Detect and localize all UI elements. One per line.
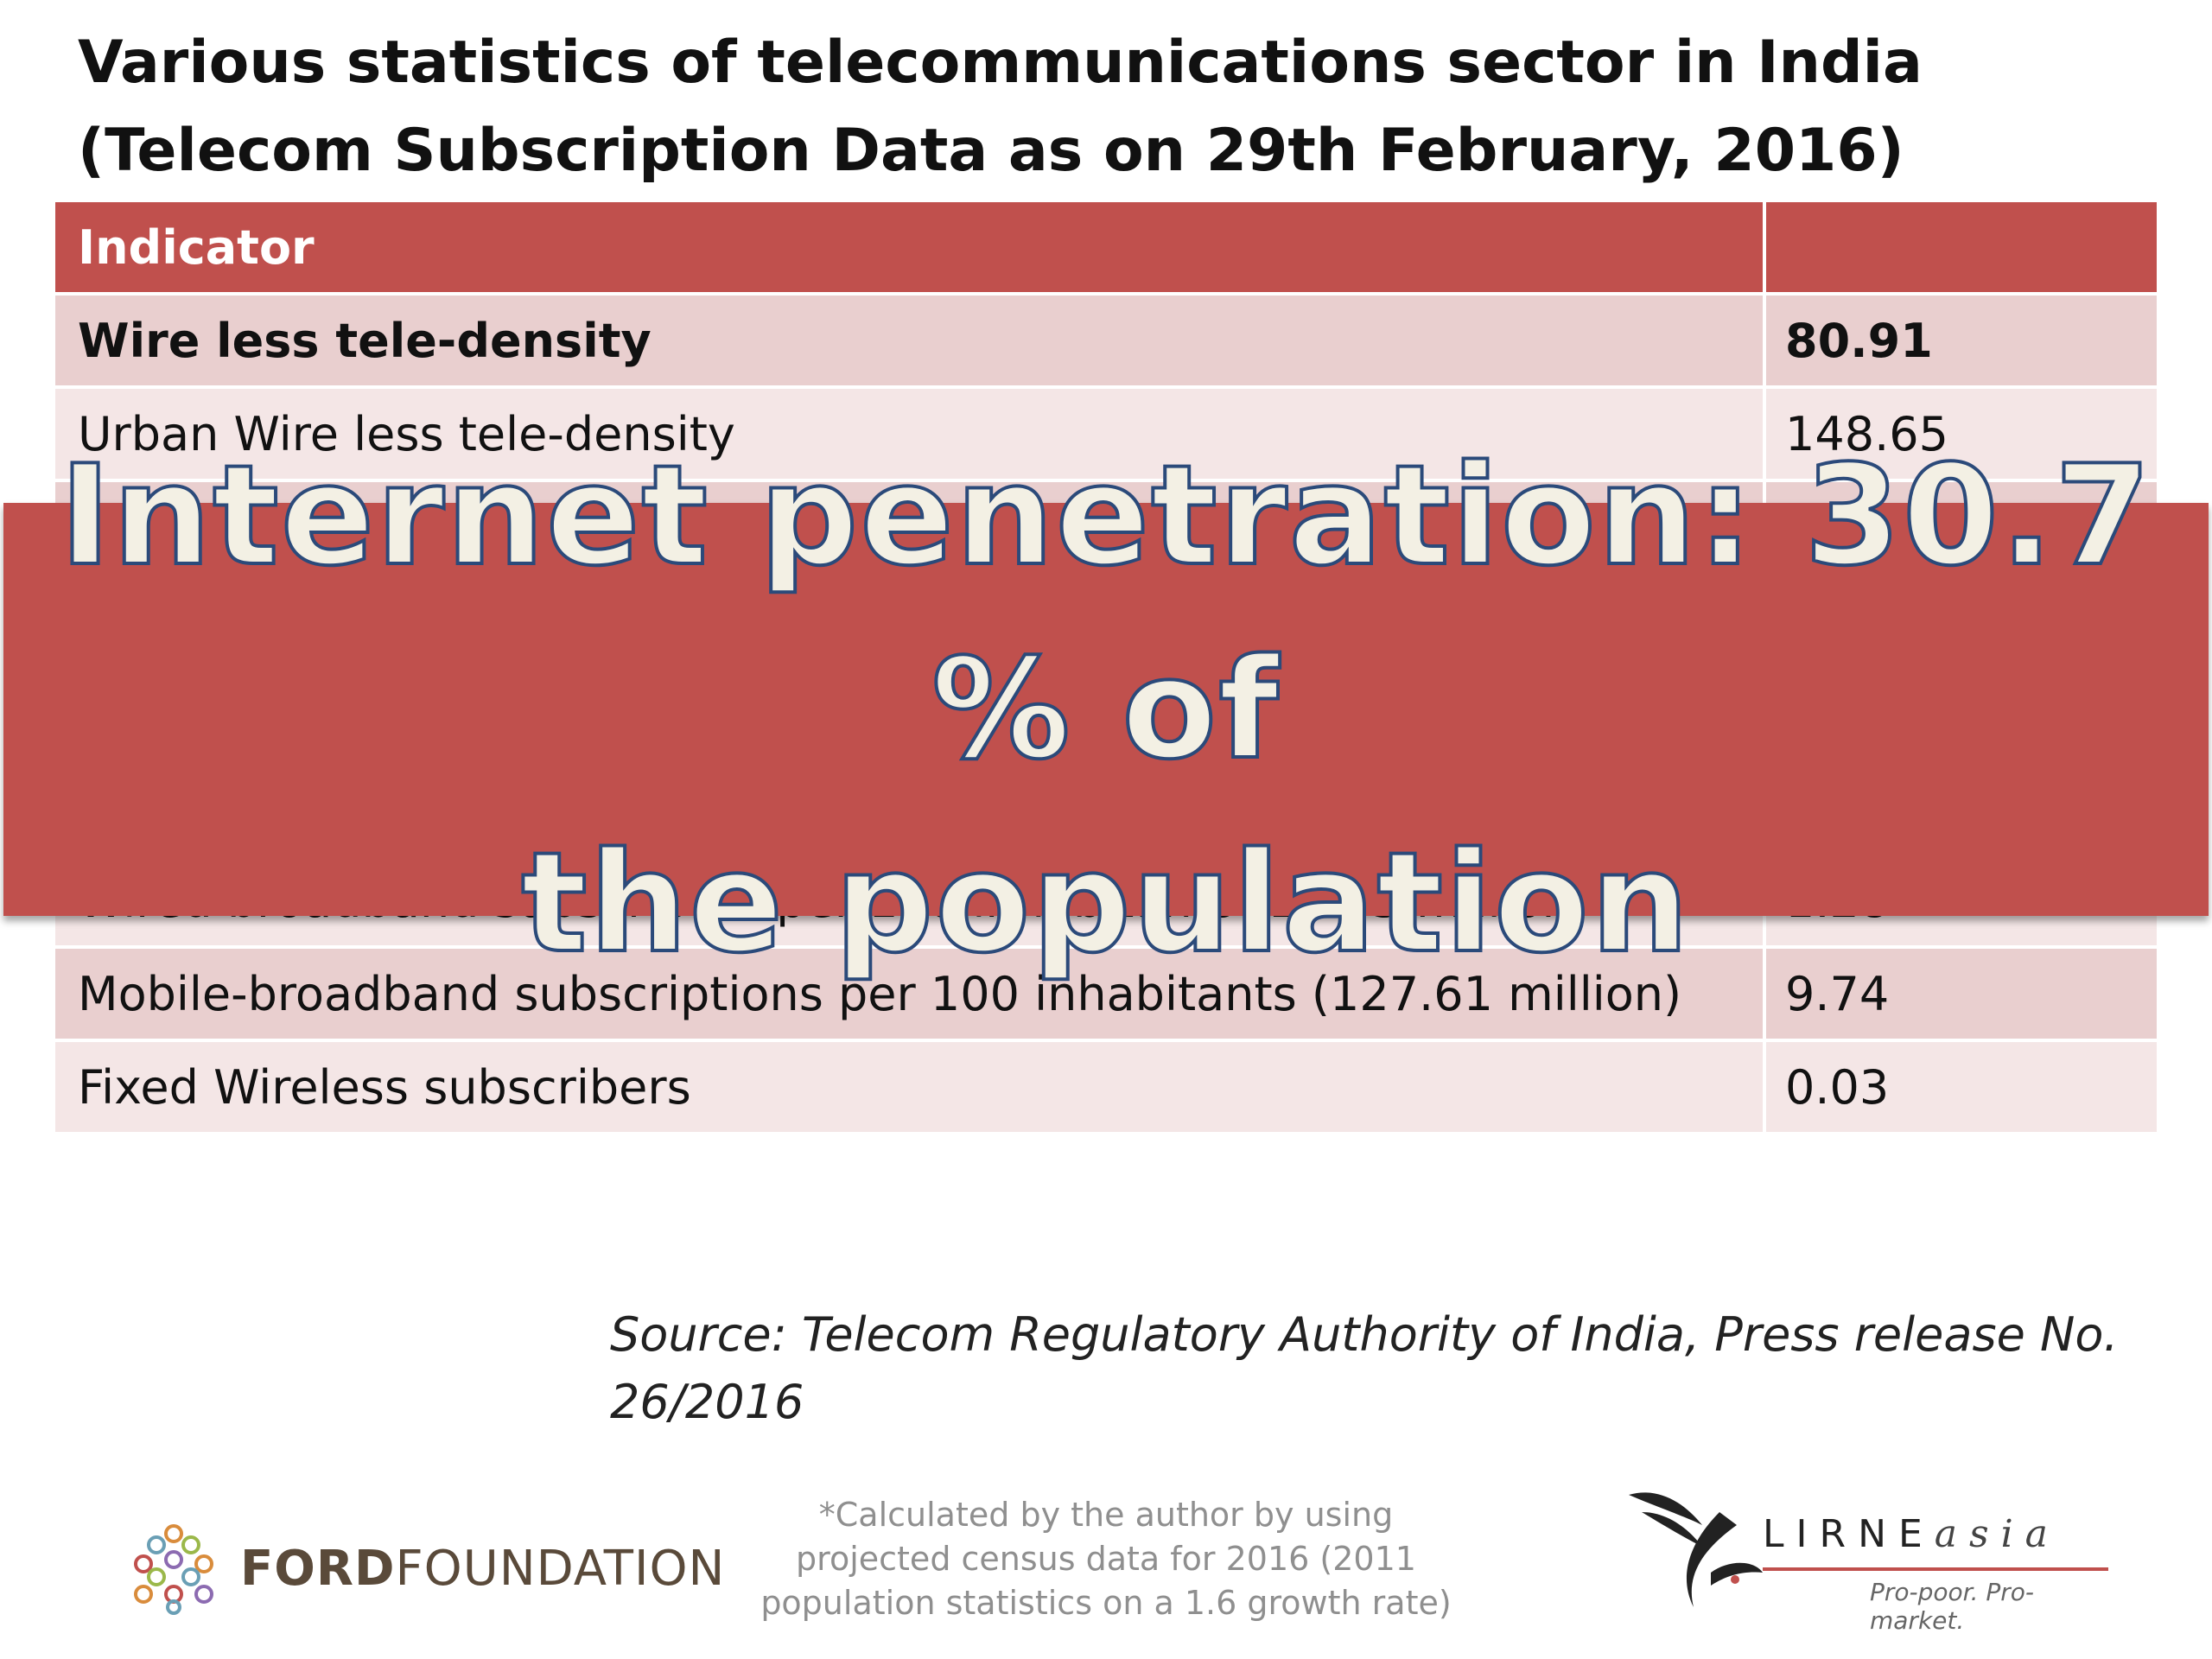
row-indicator: Urban Wire less tele-density bbox=[55, 389, 1766, 479]
ford-foundation-logo: FORDFOUNDATION bbox=[126, 1521, 725, 1616]
internet-penetration-banner: Internet penetration: 30.7 % of the popu… bbox=[3, 433, 2209, 985]
row-value: 148.65 bbox=[1785, 406, 1948, 461]
footnote: *Calculated by the author by using proje… bbox=[760, 1496, 1452, 1622]
table-header-row: Indicator bbox=[55, 202, 2157, 296]
table-row: Fixed Wireless subscribers 0.03 bbox=[55, 1042, 2157, 1135]
table-row: Urban Wire less tele-density 148.65 bbox=[55, 389, 2157, 482]
lirne-name-italic: asia bbox=[1934, 1512, 2060, 1556]
row-indicator: Wire less tele-density bbox=[55, 296, 1766, 385]
header-value bbox=[1766, 202, 2157, 292]
ford-text-bold: FORD bbox=[240, 1540, 396, 1597]
lirne-divider bbox=[1763, 1567, 2108, 1571]
table-row: Mobile-broadband subscriptions per 100 i… bbox=[55, 949, 2157, 1042]
source-citation: Source: Telecom Regulatory Authority of … bbox=[610, 1307, 2119, 1429]
row-value: 9.74 bbox=[1785, 966, 1890, 1021]
banner-line-2: the population bbox=[519, 820, 1691, 985]
ford-foundation-icon bbox=[134, 1524, 213, 1615]
row-indicator: Fixed Wireless subscribers bbox=[55, 1042, 1766, 1132]
slide-title: Various statistics of telecommunications… bbox=[78, 29, 1923, 185]
header-indicator: Indicator bbox=[55, 202, 1766, 292]
lirneasia-bird-icon bbox=[1629, 1492, 1763, 1607]
ford-text-light: FOUNDATION bbox=[395, 1540, 726, 1597]
row-value: 80.91 bbox=[1785, 313, 1933, 368]
row-indicator: Mobile-broadband subscriptions per 100 i… bbox=[55, 949, 1766, 1039]
lirne-name-plain: LIRNE bbox=[1763, 1512, 1935, 1556]
banner-line-1: Internet penetration: 30.7 % of bbox=[58, 433, 2153, 791]
lirneasia-logo: LIRNEasia Pro-poor. Pro-market. bbox=[1624, 1478, 2108, 1635]
row-value: 0.03 bbox=[1785, 1059, 1890, 1115]
lirne-tagline: Pro-poor. Pro-market. bbox=[1870, 1578, 2035, 1635]
table-row: Wire less tele-density 80.91 bbox=[55, 296, 2157, 389]
